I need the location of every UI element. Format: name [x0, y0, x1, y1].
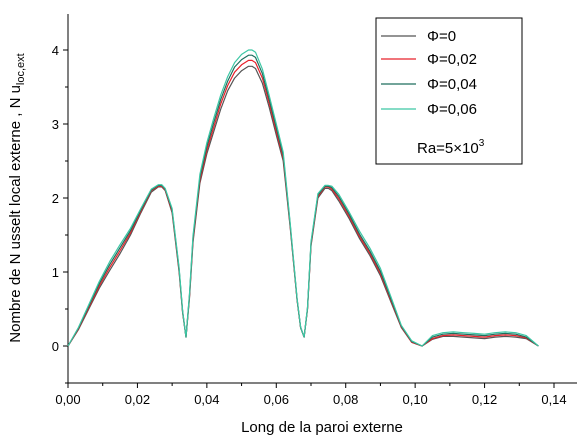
y-tick-label: 0 [52, 339, 59, 354]
x-tick-label: 0,12 [472, 392, 497, 407]
x-tick-label: 0,08 [333, 392, 358, 407]
y-axis-title-main: Nombre de N usselt local externe , N u [7, 85, 24, 343]
legend-annotation: Ra=5×103 [417, 138, 485, 157]
annotation-prefix: Ra=5×10 [417, 140, 479, 157]
y-axis-title: Nombre de N usselt local externe , N ulo… [7, 53, 27, 342]
y-axis-title-subscript: loc,ext [15, 53, 27, 85]
x-tick-label: 0,14 [541, 392, 566, 407]
y-tick-label: 2 [52, 191, 59, 206]
legend-label: Φ=0,06 [427, 101, 477, 118]
y-tick-label: 1 [52, 265, 59, 280]
y-axis-ticks: 0 1 2 3 4 [52, 43, 68, 384]
series-line-3 [67, 49, 539, 347]
y-tick-label: 4 [52, 43, 59, 58]
legend: Φ=0 Φ=0,02 Φ=0,04 Φ=0,06 [381, 28, 477, 118]
legend-box [375, 17, 523, 165]
x-tick-label: 0,04 [194, 392, 219, 407]
legend-label: Φ=0,02 [427, 51, 477, 68]
y-tick-label: 3 [52, 117, 59, 132]
x-axis-ticks: 0,00 0,02 0,04 0,06 0,08 0,10 0,12 0,14 [55, 383, 567, 407]
x-tick-label: 0,02 [125, 392, 150, 407]
legend-label: Φ=0 [427, 28, 456, 45]
x-tick-label: 0,10 [402, 392, 427, 407]
x-axis-title: Long de la paroi externe [241, 419, 403, 436]
series-lines [67, 49, 539, 347]
x-tick-label: 0,06 [264, 392, 289, 407]
annotation-sup: 3 [479, 138, 485, 149]
legend-label: Φ=0,04 [427, 76, 477, 93]
x-tick-label: 0,00 [55, 392, 80, 407]
